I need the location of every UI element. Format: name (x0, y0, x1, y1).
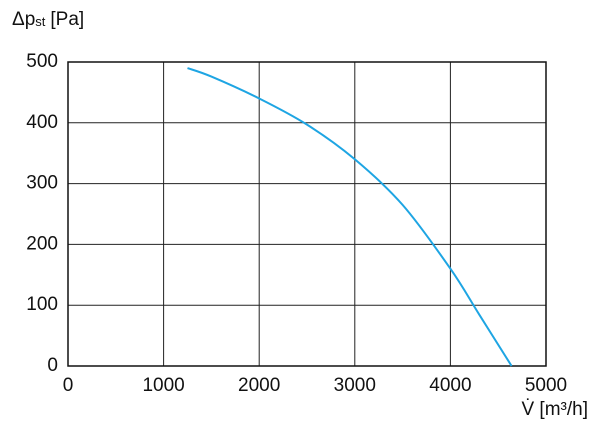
y-tick-label: 300 (26, 173, 58, 194)
x-tick-label: 2000 (238, 375, 280, 396)
x-tick-label: 4000 (429, 375, 471, 396)
y-axis-label: Δpst [Pa] (12, 9, 84, 30)
y-tick-label: 500 (26, 51, 58, 72)
plot-frame (67, 61, 547, 367)
y-label-symbol: Δp (12, 9, 35, 30)
y-tick-label: 400 (26, 112, 58, 133)
x-tick-label: 1000 (142, 375, 184, 396)
y-tick-label: 100 (26, 294, 58, 315)
y-tick-label: 200 (26, 233, 58, 254)
x-tick-label: 3000 (334, 375, 376, 396)
data-line (187, 67, 513, 367)
y-tick-label: 0 (47, 355, 58, 376)
x-tick-label: 5000 (525, 375, 567, 396)
x-tick-label: 0 (63, 375, 74, 396)
x-axis-label: V̇ [m³/h] (521, 399, 588, 420)
y-label-subscript: st (35, 14, 46, 29)
y-label-unit: [Pa] (50, 9, 84, 30)
